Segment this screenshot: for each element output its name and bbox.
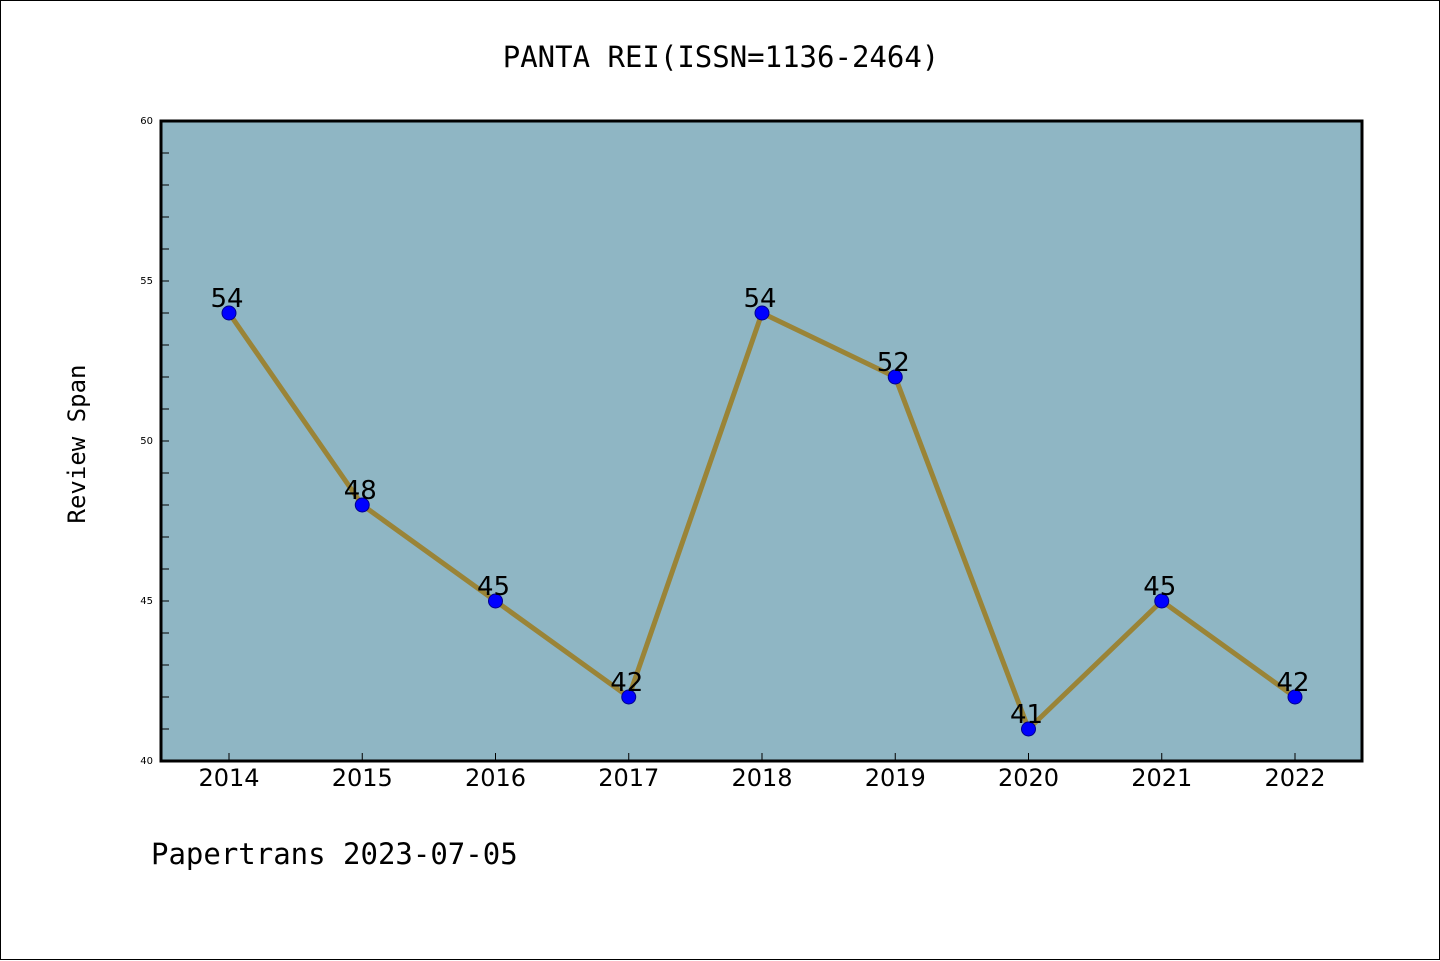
- y-tick-label: 55: [140, 276, 153, 287]
- data-points: [221, 305, 1303, 737]
- plot-border: [159, 119, 1364, 763]
- x-tick-label: 2014: [198, 764, 259, 792]
- data-point: [221, 305, 237, 321]
- y-tick-label: 45: [140, 596, 153, 607]
- x-tick-label: 2019: [865, 764, 926, 792]
- data-point: [488, 593, 503, 609]
- data-label: 41: [1010, 700, 1043, 730]
- y-tick-label: 40: [140, 756, 153, 767]
- x-tick-label: 2016: [465, 764, 526, 792]
- data-label: 52: [877, 348, 910, 378]
- data-labels: 54 48 45 42 54 52 41 45 42: [210, 284, 1309, 730]
- data-point: [1287, 689, 1303, 705]
- y-axis-ticks: 40 45 50 55 60: [140, 116, 153, 767]
- chart-title: PANTA REI(ISSN=1136-2464): [503, 40, 940, 74]
- plot-area: [161, 121, 1362, 761]
- x-tick-label: 2022: [1264, 764, 1325, 792]
- data-label: 48: [344, 476, 377, 506]
- x-tick-label: 2017: [598, 764, 659, 792]
- data-point: [887, 369, 903, 385]
- data-point: [621, 689, 637, 705]
- x-tick-label: 2020: [998, 764, 1059, 792]
- footer-caption: Papertrans 2023-07-05: [151, 837, 518, 871]
- data-label: 42: [1276, 668, 1309, 698]
- x-tick-label: 2015: [332, 764, 393, 792]
- y-axis-label: Review Span: [63, 365, 91, 524]
- data-point: [754, 305, 770, 321]
- data-point: [1154, 593, 1170, 609]
- x-tick-label: 2018: [731, 764, 792, 792]
- x-axis-ticks: 2014 2015 2016 2017 2018 2019 2020 2021 2022: [198, 753, 1326, 792]
- y-tick-label: 50: [140, 436, 153, 447]
- data-point: [354, 497, 370, 513]
- data-label: 54: [210, 284, 243, 314]
- data-label: 42: [610, 668, 643, 698]
- data-label: 54: [743, 284, 776, 314]
- y-tick-label: 60: [140, 116, 153, 127]
- data-label: 45: [477, 572, 510, 602]
- data-point: [1021, 721, 1036, 737]
- x-tick-label: 2021: [1131, 764, 1192, 792]
- data-label: 45: [1143, 572, 1176, 602]
